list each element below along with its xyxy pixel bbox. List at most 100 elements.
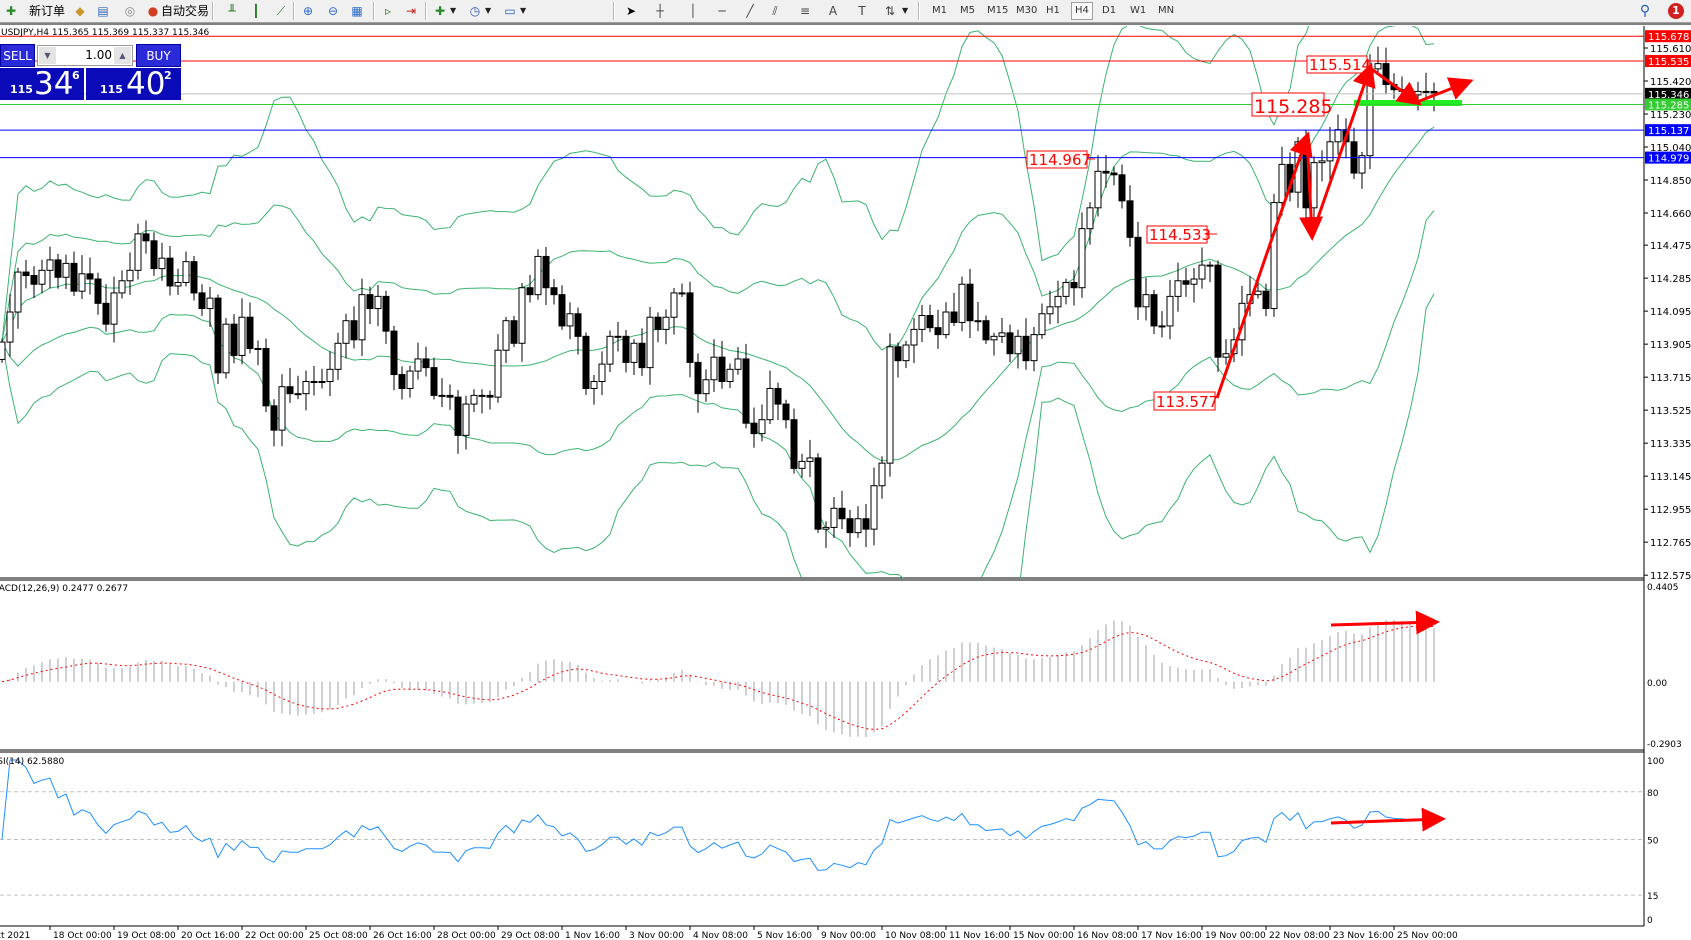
toolbar: ✚ 新订单 ◆ ▤ ◎ ● 自动交易 ╨ ┃ ⟋ ⊕ ⊖ ▦ ▹ ⇥ ✚ ▼ ◷…	[0, 0, 1691, 23]
price-tick-label: 115.610	[1650, 44, 1691, 55]
timeframe-m15[interactable]: M15	[987, 5, 1009, 16]
candle	[62, 254, 70, 289]
data-window-icon[interactable]: ▤	[97, 4, 109, 18]
bear-candle-body	[246, 316, 254, 350]
arrows-dropdown-icon[interactable]: ▼	[902, 6, 909, 15]
autoscroll-icon[interactable]: ⇥	[405, 4, 417, 18]
timeframe-mn[interactable]: MN	[1158, 5, 1175, 16]
bull-candle-body	[110, 292, 118, 325]
periods-dropdown-icon[interactable]: ▼	[485, 6, 492, 15]
timeframe-m1[interactable]: M1	[932, 5, 947, 16]
bear-candle-body	[1118, 174, 1126, 202]
candle	[622, 329, 630, 373]
auto-trading-icon[interactable]: ●	[147, 4, 159, 18]
bear-candle-body	[846, 518, 854, 534]
tile-windows-icon[interactable]: ▦	[351, 4, 363, 18]
candle	[262, 338, 270, 413]
search-icon[interactable]: ⚲	[1639, 3, 1651, 19]
bull-candle-body	[1374, 63, 1382, 70]
price-tick-label: 113.525	[1650, 406, 1691, 417]
candle	[862, 504, 870, 548]
candle	[414, 342, 422, 380]
rsi-axis-label: 80	[1647, 789, 1659, 799]
fibonacci-icon[interactable]: ≡	[799, 4, 811, 18]
time-axis-label: 5 Nov 16:00	[757, 931, 812, 940]
templates-dropdown-icon[interactable]: ▼	[520, 6, 527, 15]
text-icon[interactable]: A	[828, 4, 838, 18]
horizontal-line-icon[interactable]: ─	[718, 4, 726, 18]
lot-size-input[interactable]: ▼ 1.00 ▲	[37, 45, 133, 66]
bear-candle-body	[94, 278, 102, 304]
bear-candle-body	[574, 313, 582, 337]
candle	[590, 375, 598, 405]
market-watch-icon[interactable]: ◆	[75, 4, 85, 18]
candle	[998, 317, 1006, 344]
timeframe-m5[interactable]: M5	[960, 5, 975, 16]
candle	[606, 330, 614, 372]
candle	[366, 286, 374, 324]
bull-candle-body	[294, 393, 302, 396]
candle	[742, 343, 750, 429]
bear-candle-body	[422, 358, 430, 369]
candle	[518, 283, 526, 362]
rsi-axis-label: 15	[1647, 892, 1658, 902]
vertical-line-icon[interactable]: │	[689, 4, 697, 18]
price-tick-label: 114.285	[1650, 274, 1691, 285]
indicators-dropdown-icon[interactable]: ▼	[450, 6, 457, 15]
zoom-in-icon[interactable]: ⊕	[302, 4, 314, 18]
candle	[358, 278, 366, 356]
candle	[886, 333, 894, 477]
chart-shift-icon[interactable]: ▹	[384, 4, 392, 18]
timeframe-h4[interactable]: H4	[1071, 2, 1093, 20]
lot-decrease-button[interactable]: ▼	[39, 47, 56, 64]
bull-candle-body	[438, 394, 446, 397]
candle	[374, 284, 382, 327]
bull-candle-body	[974, 320, 982, 323]
bull-candle-body	[806, 457, 814, 462]
arrows-icon[interactable]: ⇅	[884, 4, 896, 18]
candle	[1190, 268, 1198, 303]
new-order-button[interactable]: 新订单	[29, 4, 66, 18]
candlestick-chart-icon[interactable]: ┃	[252, 4, 260, 18]
bull-candle-body	[1062, 281, 1070, 297]
bear-candle-body	[366, 294, 374, 310]
bull-candle-body	[46, 259, 54, 271]
new-order-icon[interactable]: ✚	[5, 4, 17, 18]
crosshair-icon[interactable]: ┼	[656, 4, 664, 18]
timeframe-w1[interactable]: W1	[1130, 5, 1147, 16]
line-chart-icon[interactable]: ⟋	[276, 4, 286, 18]
timeframe-d1[interactable]: D1	[1102, 5, 1117, 16]
candle	[918, 304, 926, 343]
equidistant-channel-icon[interactable]: ⫽	[772, 4, 778, 18]
navigator-icon[interactable]: ◎	[124, 4, 136, 18]
bull-candle-body	[566, 313, 574, 327]
trendline-icon[interactable]: ╱	[746, 4, 754, 18]
lot-increase-button[interactable]: ▲	[114, 47, 131, 64]
candle	[382, 290, 390, 344]
macd-signal-line	[1, 625, 1435, 730]
candle	[350, 306, 358, 349]
cursor-icon[interactable]: ➤	[625, 4, 637, 18]
zoom-out-icon[interactable]: ⊖	[327, 4, 339, 18]
bull-candle-body	[918, 314, 926, 330]
buy-button[interactable]: BUY	[136, 44, 181, 67]
timeframe-m30[interactable]: M30	[1016, 5, 1038, 16]
templates-icon[interactable]: ▭	[504, 4, 516, 18]
buy-price[interactable]: 115 40 2	[86, 66, 181, 102]
sell-price[interactable]: 115 34 6	[0, 66, 84, 102]
bar-chart-icon[interactable]: ╨	[228, 4, 236, 18]
bull-candle-body	[1198, 264, 1206, 280]
candle	[934, 309, 942, 349]
auto-trading-button[interactable]: 自动交易	[161, 4, 210, 18]
candle	[30, 266, 38, 299]
bear-candle-body	[1022, 335, 1030, 362]
periods-clock-icon[interactable]: ◷	[469, 4, 481, 18]
chart-title: USDJPY,H4 115.365 115.369 115.337 115.34…	[1, 28, 210, 38]
candle	[958, 276, 966, 332]
sell-button[interactable]: SELL	[0, 44, 35, 67]
text-label-icon[interactable]: T	[858, 4, 866, 18]
indicators-icon[interactable]: ✚	[434, 4, 446, 18]
notifications-icon[interactable]: 1	[1664, 2, 1688, 20]
timeframe-h1[interactable]: H1	[1046, 5, 1060, 16]
